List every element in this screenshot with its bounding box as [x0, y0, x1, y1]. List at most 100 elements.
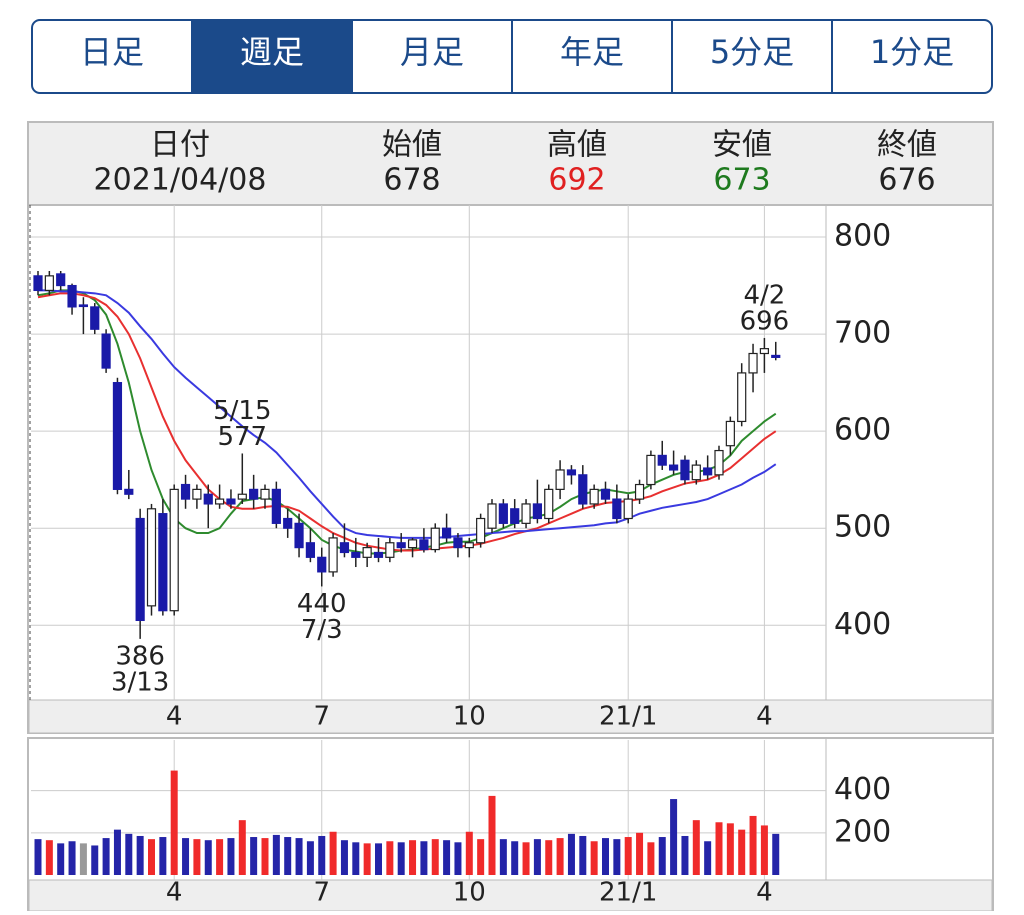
header-label: 始値 [382, 128, 442, 163]
candle-body [555, 469, 565, 490]
tab[interactable]: 月足 [400, 33, 464, 71]
price-panel [27, 204, 994, 734]
candle-body [453, 537, 463, 549]
candle-body [33, 275, 43, 292]
candle-body [260, 488, 270, 500]
volume-bar [148, 839, 155, 875]
volume-bar [647, 842, 655, 875]
volume-bar [590, 841, 598, 875]
candle-body [271, 488, 281, 524]
candle-body [56, 273, 66, 287]
volume-bar [397, 842, 405, 875]
volume-bar [454, 842, 462, 875]
volume-bar [670, 799, 678, 875]
volume-bar [465, 831, 473, 875]
y-tick-label: 200 [834, 814, 891, 849]
volume-bar [329, 831, 337, 875]
volume-bar [272, 834, 280, 875]
volume-bar [295, 838, 303, 875]
volume-bar [91, 845, 99, 875]
volume-bar [68, 841, 76, 875]
volume-bar [250, 837, 258, 875]
tab[interactable]: 5分足 [710, 33, 794, 71]
volume-bar [749, 815, 757, 875]
moving-average [37, 292, 777, 552]
candle-body [657, 454, 667, 466]
y-tick-label: 800 [834, 219, 891, 254]
candle-body [407, 539, 418, 549]
candle-body [532, 503, 543, 520]
candle-body [101, 333, 111, 369]
volume-bar [182, 838, 190, 875]
candle-body [748, 352, 758, 374]
candle-body [112, 382, 123, 490]
volume-bar [636, 832, 644, 875]
candle-body [476, 517, 486, 544]
tab[interactable]: 週足 [240, 33, 304, 71]
candle-body [544, 488, 554, 520]
candle-body [487, 503, 497, 529]
volume-bar [159, 837, 167, 875]
header-value: 2021/04/08 [94, 163, 267, 198]
candle-body [249, 488, 259, 500]
annotation-date: 7/3 [301, 615, 343, 645]
y-tick-label: 500 [834, 510, 891, 545]
x-tick-label: 7 [313, 878, 330, 908]
candle-body [339, 542, 350, 554]
volume-bar [772, 833, 780, 875]
volume-bar [238, 820, 246, 875]
header-label: 安値 [712, 128, 772, 163]
candle-body [351, 551, 361, 558]
candle-body [180, 483, 191, 500]
annotation-value: 696 [740, 306, 790, 336]
x-tick-label: 4 [756, 702, 773, 732]
tab[interactable]: 年足 [560, 33, 624, 71]
candle-body [317, 556, 327, 573]
volume-bar [386, 841, 394, 875]
volume-bar [443, 840, 451, 875]
candle-body [600, 488, 611, 500]
volume-bar [306, 841, 314, 875]
volume-bar [227, 838, 235, 875]
volume-bar [113, 829, 121, 875]
candle-body [634, 483, 645, 500]
header-label: 日付 [150, 128, 210, 163]
candle-body [680, 459, 690, 481]
candle-body [442, 527, 452, 539]
annotation-value: 577 [217, 422, 267, 452]
candle-body [385, 542, 395, 558]
volume-bar [477, 839, 485, 875]
volume-bar [624, 837, 632, 875]
volume-bar [522, 842, 530, 875]
candle-body [714, 449, 724, 476]
volume-bar [340, 840, 348, 875]
volume-bar [760, 825, 768, 875]
header-value: 676 [878, 163, 935, 198]
volume-bar [375, 843, 382, 875]
candle-body [419, 539, 429, 551]
candle-body [430, 527, 440, 551]
volume-bar [352, 842, 360, 875]
volume-bar [45, 840, 53, 875]
candle-body [646, 454, 656, 486]
volume-bar [602, 838, 609, 875]
tab[interactable]: 1分足 [870, 33, 954, 71]
header-value: 673 [713, 163, 770, 198]
y-tick-label: 600 [834, 413, 891, 448]
candle-body [759, 348, 770, 355]
volume-bar [170, 770, 178, 875]
volume-bar [658, 837, 666, 875]
candle-body [90, 306, 100, 330]
volume-bar [125, 833, 133, 875]
x-tick-label: 4 [166, 878, 183, 908]
candle-body [146, 508, 157, 607]
candle-body [578, 474, 588, 505]
tab-active-bg [192, 21, 352, 92]
volume-bar [79, 843, 87, 875]
tab[interactable]: 日足 [80, 33, 144, 71]
x-tick-label: 21/1 [599, 878, 657, 908]
candle-body [328, 537, 338, 573]
candle-body [67, 284, 77, 308]
volume-bar [545, 840, 553, 875]
